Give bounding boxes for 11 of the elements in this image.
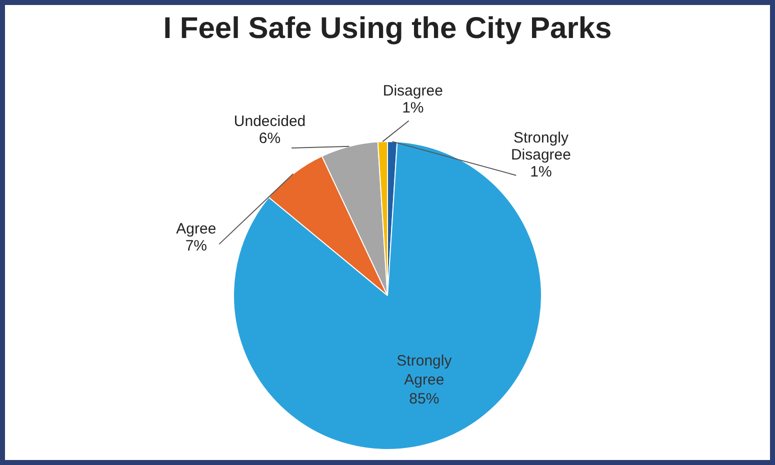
slice-label: Disagree [382,82,443,100]
chart-title: I Feel Safe Using the City Parks [162,11,613,47]
slice-label: Undecided [234,113,306,130]
data-label: 7% [185,238,208,255]
slice-label: Strongly Disagree [510,129,571,164]
data-label: 6% [258,130,281,148]
data-label: 85% [409,390,440,408]
data-label: 1% [402,100,424,117]
slice-label: Agree [176,220,216,238]
data-label: 1% [530,163,552,180]
slice-label: Strongly Agree [396,352,452,388]
